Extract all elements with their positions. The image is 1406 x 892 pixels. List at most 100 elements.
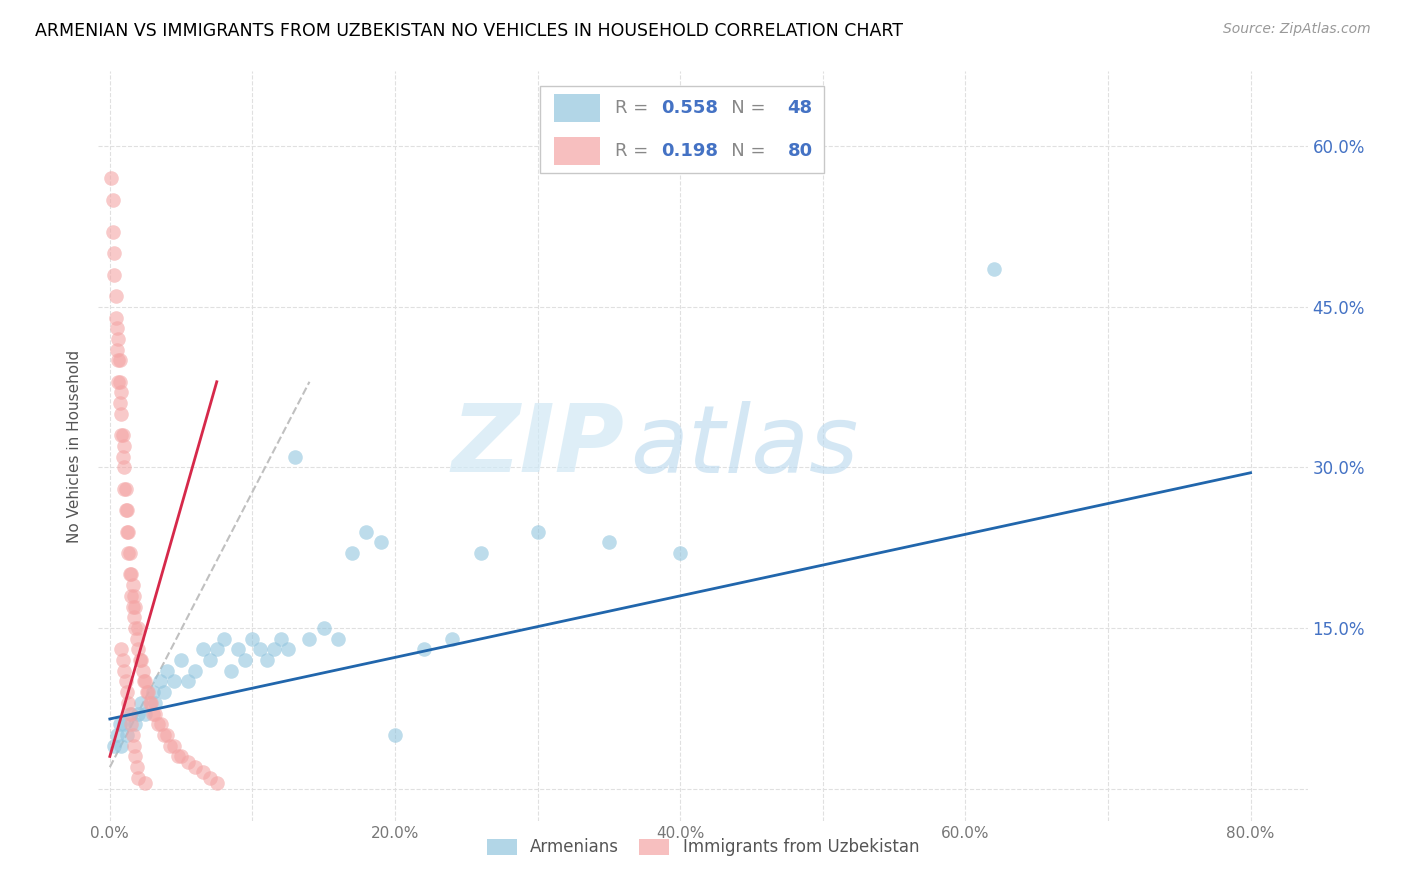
Point bbox=[115, 685, 138, 699]
Point bbox=[114, 674, 136, 689]
Point bbox=[104, 289, 127, 303]
Point bbox=[135, 685, 157, 699]
Point bbox=[112, 439, 135, 453]
Point bbox=[270, 632, 292, 646]
Point bbox=[110, 642, 132, 657]
Point bbox=[983, 262, 1005, 277]
Point bbox=[114, 482, 136, 496]
Point bbox=[212, 632, 235, 646]
Point bbox=[134, 776, 156, 790]
Point bbox=[441, 632, 464, 646]
Point bbox=[110, 428, 132, 442]
Point bbox=[114, 503, 136, 517]
Point bbox=[153, 728, 176, 742]
Point bbox=[124, 717, 146, 731]
Point bbox=[148, 717, 170, 731]
Point bbox=[134, 706, 156, 721]
Point bbox=[198, 653, 221, 667]
Point bbox=[150, 717, 173, 731]
Point bbox=[115, 503, 138, 517]
Point bbox=[112, 482, 135, 496]
Text: Source: ZipAtlas.com: Source: ZipAtlas.com bbox=[1223, 22, 1371, 37]
Point bbox=[142, 685, 165, 699]
Point bbox=[669, 546, 692, 560]
Point bbox=[101, 225, 124, 239]
Point bbox=[163, 674, 186, 689]
Point bbox=[177, 755, 200, 769]
Point bbox=[159, 739, 181, 753]
FancyBboxPatch shape bbox=[540, 87, 824, 172]
Point bbox=[184, 760, 207, 774]
Point bbox=[384, 728, 406, 742]
Point bbox=[105, 321, 128, 335]
Point bbox=[242, 632, 264, 646]
Point bbox=[256, 653, 278, 667]
Point bbox=[110, 739, 132, 753]
Point bbox=[108, 717, 131, 731]
Point bbox=[129, 696, 152, 710]
Point bbox=[298, 632, 321, 646]
Point bbox=[127, 706, 149, 721]
Point bbox=[125, 760, 148, 774]
Point bbox=[117, 546, 139, 560]
Point bbox=[118, 706, 141, 721]
Point bbox=[356, 524, 378, 539]
Point bbox=[156, 664, 179, 678]
Point bbox=[131, 664, 153, 678]
Point bbox=[121, 578, 143, 592]
Point bbox=[326, 632, 349, 646]
Point bbox=[145, 706, 167, 721]
Point bbox=[370, 535, 392, 549]
Point bbox=[117, 696, 139, 710]
Point bbox=[184, 664, 207, 678]
Point bbox=[110, 407, 132, 421]
Text: 80: 80 bbox=[787, 142, 813, 160]
Point bbox=[156, 728, 179, 742]
Point bbox=[470, 546, 492, 560]
Point bbox=[100, 171, 122, 186]
Point bbox=[121, 599, 143, 614]
Point bbox=[120, 706, 142, 721]
Legend: Armenians, Immigrants from Uzbekistan: Armenians, Immigrants from Uzbekistan bbox=[478, 830, 928, 864]
Text: atlas: atlas bbox=[630, 401, 859, 491]
Point bbox=[205, 776, 228, 790]
Point bbox=[115, 728, 138, 742]
Point bbox=[139, 696, 162, 710]
Point bbox=[141, 696, 163, 710]
Point bbox=[170, 749, 193, 764]
Point bbox=[125, 632, 148, 646]
Text: ZIP: ZIP bbox=[451, 400, 624, 492]
Point bbox=[108, 375, 131, 389]
Text: N =: N = bbox=[714, 142, 770, 160]
Point bbox=[177, 674, 200, 689]
Point bbox=[107, 332, 129, 346]
Point bbox=[101, 193, 124, 207]
Text: 0.558: 0.558 bbox=[661, 99, 717, 117]
Point bbox=[122, 739, 145, 753]
Point bbox=[124, 599, 146, 614]
Text: 48: 48 bbox=[787, 99, 813, 117]
Point bbox=[132, 674, 155, 689]
Point bbox=[127, 642, 149, 657]
Point bbox=[233, 653, 256, 667]
Point bbox=[170, 653, 193, 667]
Point bbox=[112, 460, 135, 475]
Point bbox=[103, 268, 125, 282]
Point bbox=[103, 246, 125, 260]
Point bbox=[121, 728, 143, 742]
Point bbox=[226, 642, 249, 657]
Point bbox=[263, 642, 285, 657]
Point bbox=[191, 642, 214, 657]
Point bbox=[129, 653, 152, 667]
Point bbox=[111, 428, 134, 442]
Point bbox=[111, 450, 134, 464]
Point bbox=[412, 642, 434, 657]
Point bbox=[112, 664, 135, 678]
Point bbox=[342, 546, 364, 560]
Point bbox=[112, 717, 135, 731]
Point bbox=[136, 685, 159, 699]
Point bbox=[191, 765, 214, 780]
Point bbox=[312, 621, 335, 635]
Point bbox=[107, 353, 129, 368]
Text: ARMENIAN VS IMMIGRANTS FROM UZBEKISTAN NO VEHICLES IN HOUSEHOLD CORRELATION CHAR: ARMENIAN VS IMMIGRANTS FROM UZBEKISTAN N… bbox=[35, 22, 903, 40]
